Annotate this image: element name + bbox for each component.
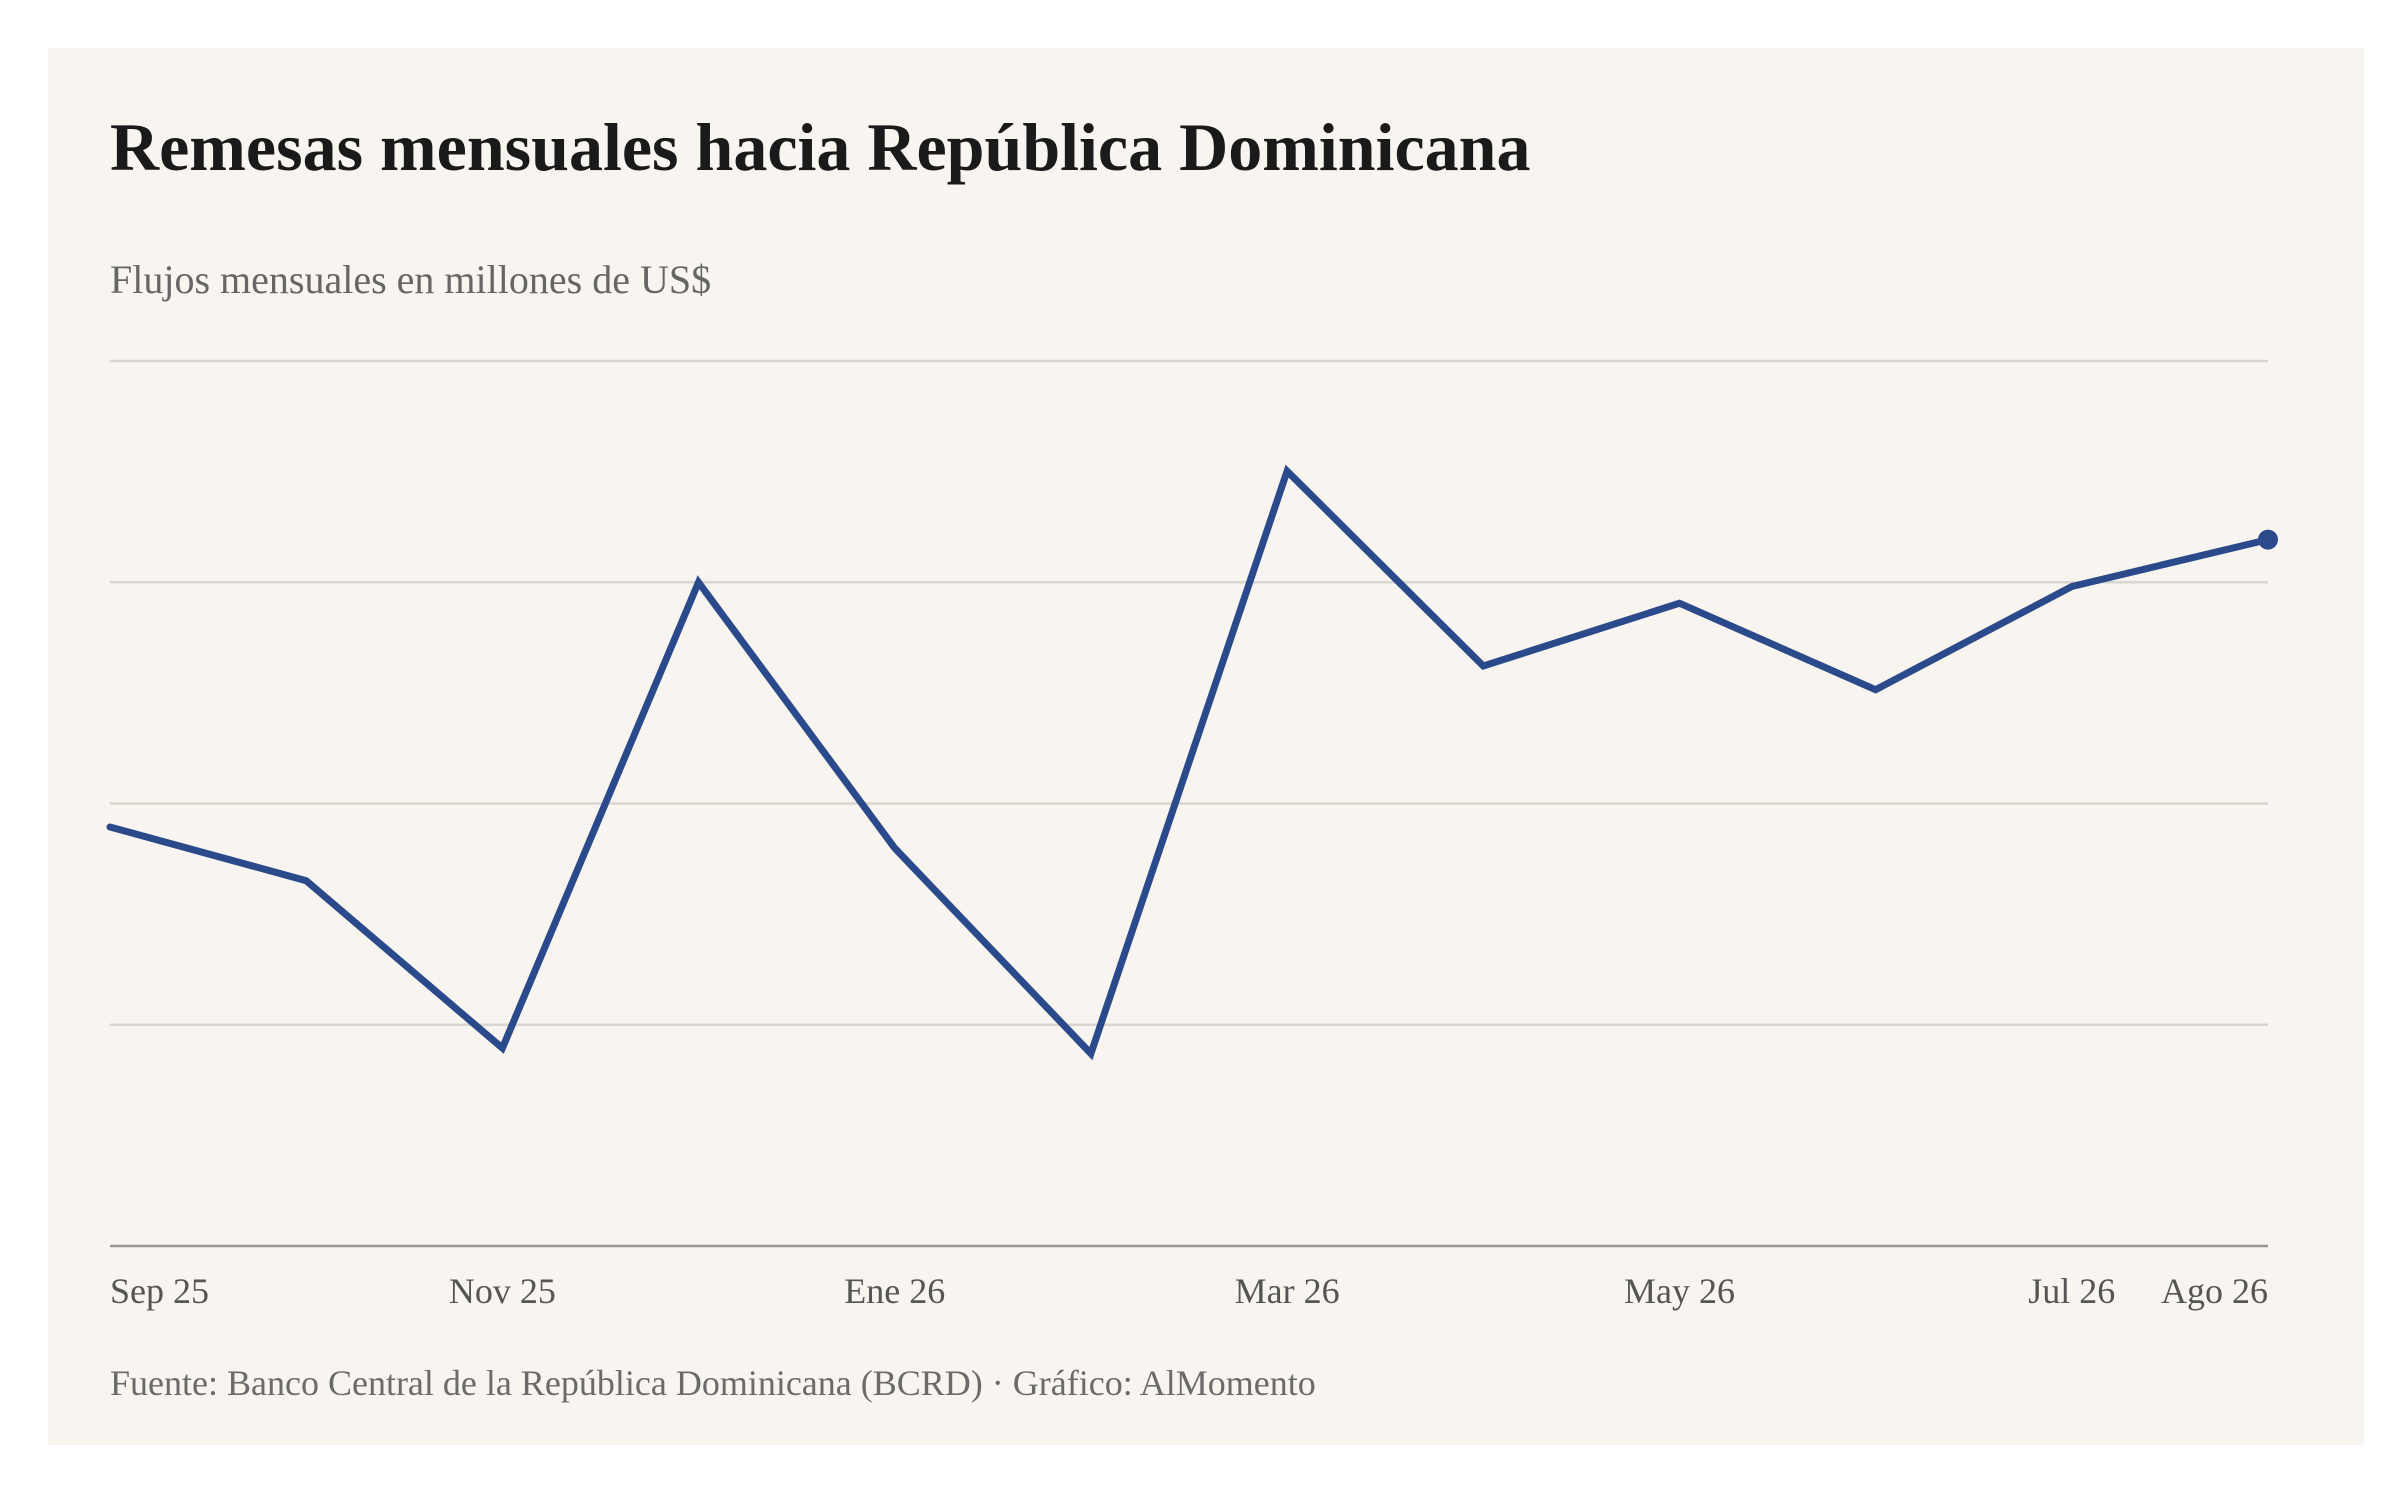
x-tick-label: May 26 [1624,1271,1735,1311]
x-tick-label: Sep 25 [110,1271,209,1311]
chart-card [48,48,2364,1445]
last-data-point [2258,529,2278,550]
x-tick-label: Jul 26 [2028,1271,2115,1311]
x-tick-label: Ene 26 [844,1271,945,1311]
chart-subtitle: Flujos mensuales en millones de US$ [110,257,712,302]
x-tick-label: Ago 26 [2161,1271,2268,1311]
x-tick-label: Mar 26 [1235,1271,1340,1311]
chart-title: Remesas mensuales hacia República Domini… [110,109,1531,185]
series-line [106,464,2272,1061]
x-tick-label: Nov 25 [449,1271,556,1311]
chart-source: Fuente: Banco Central de la República Do… [110,1363,1316,1403]
